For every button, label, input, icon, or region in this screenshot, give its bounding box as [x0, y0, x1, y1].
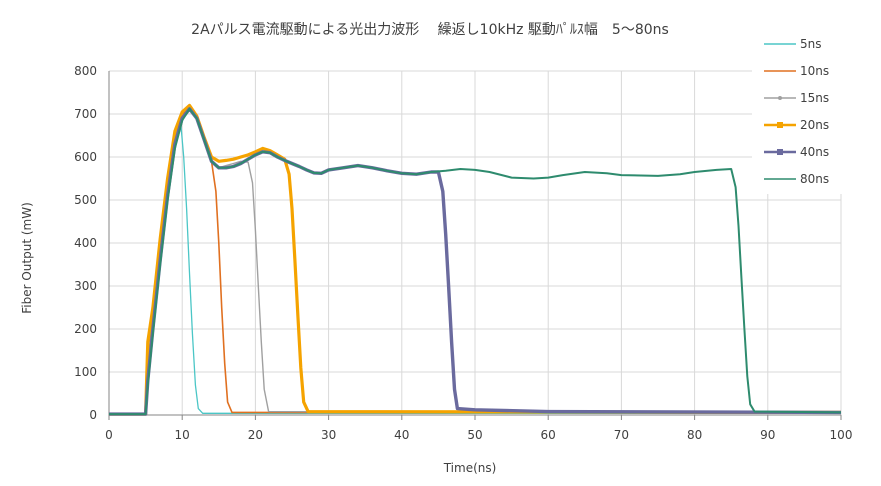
y-tick-label: 600: [74, 150, 97, 164]
legend: 5ns 10ns 15ns 20ns 40ns 80ns: [764, 37, 829, 186]
y-tick-label: 200: [74, 322, 97, 336]
y-tick-label: 800: [74, 64, 97, 78]
legend-marker-20ns: [777, 122, 783, 128]
y-tick-label: 700: [74, 107, 97, 121]
x-tick-label: 30: [321, 428, 336, 442]
x-tick-label: 20: [248, 428, 263, 442]
x-tick-label: 50: [467, 428, 482, 442]
legend-label-5ns: 5ns: [800, 37, 822, 51]
y-tick-label: 0: [89, 408, 97, 422]
x-tick-label: 80: [687, 428, 702, 442]
axes: [108, 71, 842, 420]
x-tick-label: 10: [175, 428, 190, 442]
y-tick-label: 100: [74, 365, 97, 379]
series-line-80ns: [109, 107, 842, 416]
chart-title: 2Aパルス電流駆動による光出力波形 繰返し10kHz 駆動ﾊﾟﾙｽ幅 5～80n…: [191, 22, 669, 38]
x-tick-label: 40: [394, 428, 409, 442]
x-tick-label: 60: [541, 428, 556, 442]
legend-marker-15ns: [778, 96, 782, 100]
legend-label-10ns: 10ns: [800, 64, 829, 78]
series-line-20ns: [109, 103, 842, 416]
y-axis-title: Fiber Output (mW): [20, 202, 34, 314]
tick-labels: 0 100 200 300 400 500 600 700 800 0 10 20 30 40 50 60 70…: [74, 64, 852, 442]
legend-label-15ns: 15ns: [800, 91, 829, 105]
y-tick-label: 400: [74, 236, 97, 250]
grid: [109, 70, 842, 415]
x-axis-title: Time(ns): [443, 461, 497, 475]
legend-label-40ns: 40ns: [800, 145, 829, 159]
legend-marker-40ns: [777, 149, 783, 155]
legend-label-80ns: 80ns: [800, 172, 829, 186]
x-tick-label: 100: [830, 428, 853, 442]
y-tick-label: 500: [74, 193, 97, 207]
legend-label-20ns: 20ns: [800, 118, 829, 132]
x-tick-label: 70: [614, 428, 629, 442]
x-tick-label: 0: [105, 428, 113, 442]
series-group: [109, 103, 842, 416]
y-tick-label: 300: [74, 279, 97, 293]
legend-background: [752, 34, 846, 194]
x-tick-label: 90: [760, 428, 775, 442]
